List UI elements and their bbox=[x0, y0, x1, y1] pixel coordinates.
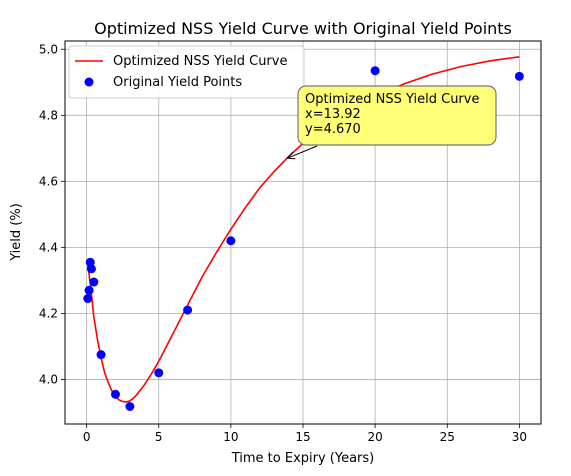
annotation-arrow bbox=[287, 145, 318, 159]
plot-frame bbox=[64, 40, 542, 425]
annotation-line-3: y=4.670 bbox=[305, 122, 361, 137]
yield-point bbox=[183, 305, 193, 315]
x-tick-label: 10 bbox=[223, 430, 238, 444]
y-axis-label: Yield (%) bbox=[9, 203, 24, 262]
x-tick-label: 15 bbox=[295, 430, 310, 444]
yield-point bbox=[86, 264, 96, 274]
y-tick-label: 4.0 bbox=[39, 372, 58, 386]
y-tick-label: 4.6 bbox=[39, 174, 58, 188]
yield-point bbox=[370, 66, 380, 76]
legend: Optimized NSS Yield Curve Original Yield… bbox=[68, 45, 305, 99]
y-tick-label: 4.4 bbox=[39, 240, 58, 254]
yield-point bbox=[154, 368, 164, 378]
annotation-line-1: Optimized NSS Yield Curve bbox=[305, 92, 479, 107]
legend-point-swatch bbox=[84, 77, 94, 87]
x-tick-label: 0 bbox=[83, 430, 91, 444]
yield-point bbox=[125, 402, 135, 412]
legend-label-points: Original Yield Points bbox=[113, 75, 242, 90]
y-tick-label: 4.8 bbox=[39, 108, 58, 122]
yield-point bbox=[89, 277, 99, 287]
chart-title: Optimized NSS Yield Curve with Original … bbox=[94, 19, 512, 38]
yield-point bbox=[110, 389, 120, 399]
yield-point bbox=[84, 285, 94, 295]
x-tick-label: 5 bbox=[155, 430, 163, 444]
annotation-line-2: x=13.92 bbox=[305, 107, 361, 122]
legend-label-curve: Optimized NSS Yield Curve bbox=[113, 54, 287, 69]
y-tick-label: 5.0 bbox=[39, 42, 58, 56]
annotation-box bbox=[297, 85, 497, 146]
yield-point bbox=[83, 294, 93, 304]
x-tick-label: 25 bbox=[440, 430, 455, 444]
x-axis-label: Time to Expiry (Years) bbox=[231, 451, 375, 466]
yield-point bbox=[96, 350, 106, 360]
annotation-arrow-head bbox=[286, 151, 296, 160]
yield-point bbox=[226, 236, 236, 246]
legend-box bbox=[68, 45, 305, 99]
yield-point bbox=[514, 71, 524, 81]
ticks-layer: 0 5 10 15 20 25 30 4.0 4.2 4.4 4.6 4.8 5.0 bbox=[39, 42, 527, 444]
annotation: Optimized NSS Yield Curve x=13.92 y=4.67… bbox=[286, 85, 497, 160]
y-tick-label: 4.2 bbox=[39, 306, 58, 320]
grid-layer bbox=[65, 41, 541, 424]
x-tick-label: 30 bbox=[512, 430, 527, 444]
x-tick-label: 20 bbox=[367, 430, 382, 444]
